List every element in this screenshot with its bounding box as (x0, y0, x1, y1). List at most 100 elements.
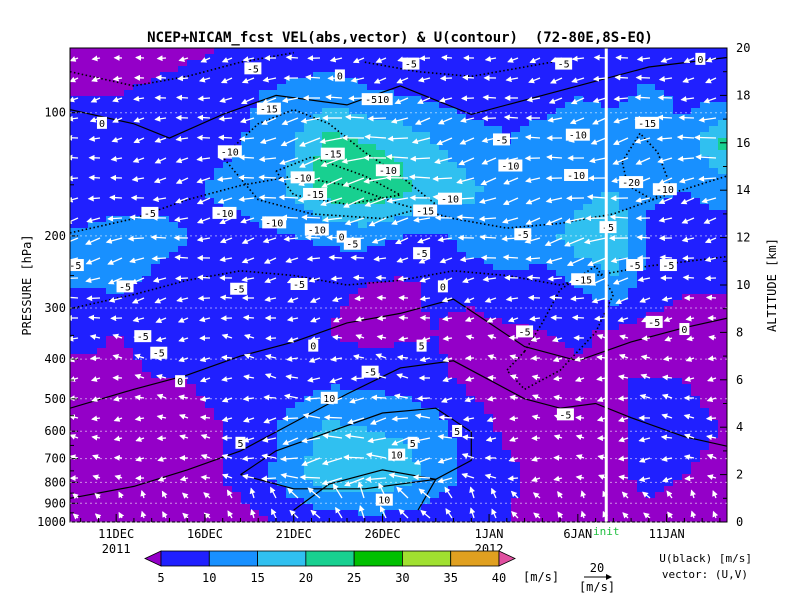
speed-cell (205, 384, 215, 391)
speed-cell (79, 66, 89, 73)
speed-cell (160, 60, 170, 67)
speed-cell (493, 108, 503, 115)
speed-cell (142, 78, 152, 85)
speed-cell (502, 336, 512, 343)
speed-cell (142, 180, 152, 187)
speed-cell (385, 390, 395, 397)
speed-cell (304, 48, 314, 55)
speed-cell (340, 378, 350, 385)
speed-cell (241, 360, 251, 367)
speed-cell (637, 390, 647, 397)
speed-cell (475, 240, 485, 247)
speed-cell (205, 318, 215, 325)
speed-cell (655, 234, 665, 241)
speed-cell (106, 306, 116, 313)
speed-cell (169, 78, 179, 85)
speed-cell (349, 414, 359, 421)
speed-cell (340, 168, 350, 175)
speed-cell (610, 402, 620, 409)
speed-cell (151, 186, 161, 193)
speed-cell (340, 186, 350, 193)
speed-cell (277, 318, 287, 325)
speed-cell (214, 258, 224, 265)
speed-cell (475, 378, 485, 385)
speed-cell (502, 264, 512, 271)
speed-cell (232, 138, 242, 145)
speed-cell (79, 312, 89, 319)
speed-cell (322, 258, 332, 265)
speed-cell (286, 330, 296, 337)
speed-cell (547, 342, 557, 349)
speed-cell (376, 234, 386, 241)
speed-cell (133, 192, 143, 199)
speed-cell (547, 174, 557, 181)
speed-cell (538, 264, 548, 271)
speed-cell (511, 108, 521, 115)
speed-cell (484, 198, 494, 205)
speed-cell (205, 120, 215, 127)
speed-cell (718, 66, 727, 73)
speed-cell (475, 402, 485, 409)
speed-cell (583, 66, 593, 73)
speed-cell (664, 192, 674, 199)
speed-cell (340, 420, 350, 427)
speed-cell (223, 174, 233, 181)
speed-cell (619, 378, 629, 385)
speed-cell (430, 294, 440, 301)
speed-cell (358, 234, 368, 241)
speed-cell (547, 384, 557, 391)
speed-cell (673, 150, 683, 157)
speed-cell (394, 318, 404, 325)
speed-cell (79, 366, 89, 373)
speed-cell (511, 270, 521, 277)
speed-cell (115, 312, 125, 319)
speed-cell (358, 246, 368, 253)
speed-cell (151, 414, 161, 421)
speed-cell (691, 240, 701, 247)
speed-cell (97, 126, 107, 133)
speed-cell (268, 300, 278, 307)
speed-cell (133, 384, 143, 391)
speed-cell (169, 456, 179, 463)
speed-cell (457, 144, 467, 151)
speed-cell (277, 186, 287, 193)
speed-cell (250, 120, 260, 127)
speed-cell (403, 180, 413, 187)
speed-cell (124, 174, 134, 181)
speed-cell (583, 444, 593, 451)
speed-cell (484, 384, 494, 391)
speed-cell (349, 402, 359, 409)
speed-cell (502, 270, 512, 277)
speed-cell (142, 108, 152, 115)
speed-cell (493, 258, 503, 265)
speed-cell (313, 150, 323, 157)
speed-cell (637, 324, 647, 331)
speed-cell (511, 420, 521, 427)
speed-cell (223, 324, 233, 331)
speed-cell (412, 360, 422, 367)
speed-cell (169, 132, 179, 139)
speed-cell (484, 342, 494, 349)
speed-cell (655, 246, 665, 253)
speed-cell (349, 198, 359, 205)
speed-cell (106, 348, 116, 355)
speed-cell (214, 192, 224, 199)
speed-cell (673, 180, 683, 187)
speed-cell (511, 72, 521, 79)
speed-cell (412, 402, 422, 409)
speed-cell (574, 162, 584, 169)
speed-cell (124, 348, 134, 355)
speed-cell (277, 66, 287, 73)
speed-cell (178, 96, 188, 103)
speed-cell (133, 408, 143, 415)
speed-cell (484, 348, 494, 355)
speed-cell (232, 360, 242, 367)
speed-cell (142, 174, 152, 181)
speed-cell (520, 414, 530, 421)
speed-cell (250, 54, 260, 61)
speed-cell (655, 408, 665, 415)
speed-cell (187, 216, 197, 223)
speed-cell (151, 432, 161, 439)
speed-cell (259, 282, 269, 289)
speed-cell (502, 150, 512, 157)
